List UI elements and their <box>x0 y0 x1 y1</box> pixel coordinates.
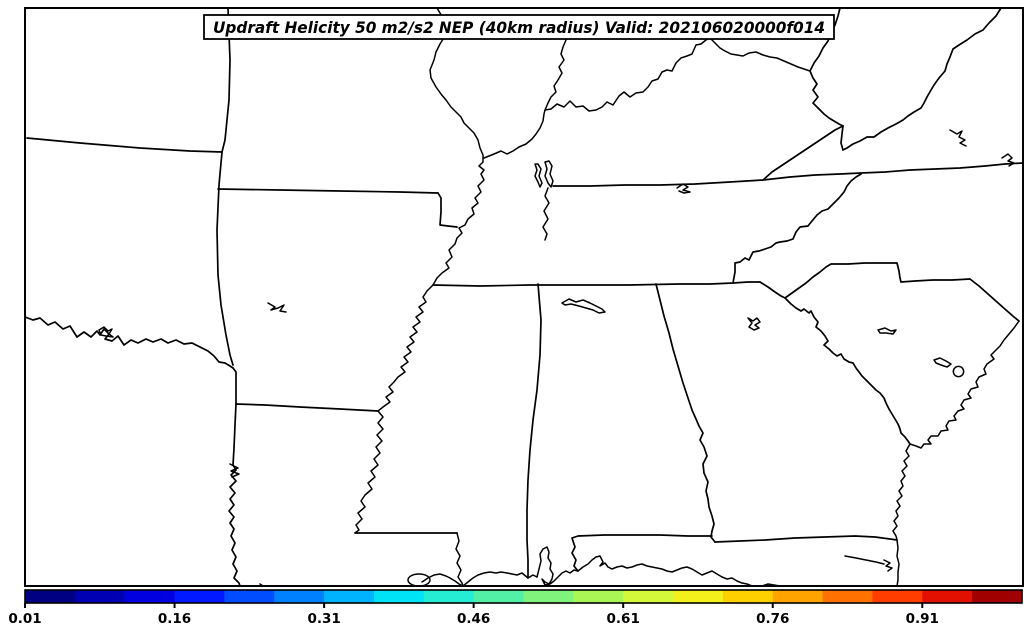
boone-lake <box>1001 153 1015 167</box>
border-chattooga-georgia-southcarolina <box>759 281 786 299</box>
apalachicola-coast-bit <box>761 583 781 587</box>
colorbar-segment <box>523 590 574 603</box>
colorbar-segment <box>324 590 375 603</box>
colorbar-segment <box>74 590 126 603</box>
mississippi-river-middle <box>377 284 434 412</box>
georgia-coast <box>892 443 911 541</box>
border-kentucky-virginia <box>762 125 844 181</box>
wheeler-lake <box>561 298 606 314</box>
mississippi-coast <box>462 571 538 587</box>
colorbar-segment <box>423 590 475 603</box>
colorbar-segment <box>224 590 275 603</box>
lake-moultrie <box>952 365 965 378</box>
colorbar-segment <box>872 590 923 603</box>
colorbar-segment <box>473 590 525 603</box>
colorbar-tick-label: 0.31 <box>307 611 340 627</box>
colorbar-tick-label: 0.46 <box>457 611 490 627</box>
florida-panhandle-coast <box>577 555 753 587</box>
kentucky-lake <box>534 163 543 188</box>
colorbar-tick-label: 0.61 <box>607 611 640 627</box>
border-kansas-oklahoma <box>26 137 223 153</box>
lake-texoma <box>98 326 114 338</box>
colorbar-segment <box>673 590 724 603</box>
lake-dardanelle <box>267 302 287 313</box>
border-savannah-river <box>784 297 911 445</box>
border-missouri-arkansas-west <box>216 7 234 366</box>
colorbar-segment <box>124 590 176 603</box>
colorbar-segment <box>822 590 874 603</box>
colorbar-segment <box>722 590 774 603</box>
colorbar-segments <box>25 590 1023 603</box>
border-georgia-florida <box>714 535 898 543</box>
border-mississippi-alabama <box>526 283 542 579</box>
colorbar-ticks: 0.01 0.16 0.31 0.46 0.61 0.76 0.91 <box>8 603 939 627</box>
lake-lanier <box>747 317 761 331</box>
mississippi-river-lower <box>354 410 384 534</box>
title-box <box>203 14 835 40</box>
colorbar-border <box>24 589 1023 604</box>
tennessee-river-tail <box>542 187 550 241</box>
border-alabama-florida <box>571 534 713 572</box>
lake-marion <box>933 357 952 368</box>
coastline <box>259 320 1020 587</box>
colorbar-segment <box>274 590 325 603</box>
state-boundaries <box>24 7 1024 587</box>
colorbar-segment <box>972 590 1023 603</box>
south-holston-lake <box>949 129 967 147</box>
pearl-river <box>455 532 464 587</box>
colorbar-segment <box>25 590 76 603</box>
okefenokee-river-squiggle <box>844 555 893 572</box>
map-frame <box>24 7 1024 587</box>
colorbar-segment <box>922 590 973 603</box>
border-red-river-texas-oklahoma <box>24 316 234 369</box>
wabash-river <box>544 39 567 111</box>
border-northcarolina-southcarolina <box>784 262 1020 322</box>
border-bigsandy-westvirginia <box>809 7 841 72</box>
mobile-bay <box>536 546 579 586</box>
kentucky-tennessee-lake-icon <box>676 183 691 194</box>
mississippi-river-upper <box>429 7 485 286</box>
border-westvirginia-virginia <box>840 7 1002 151</box>
lake-pontchartrain <box>407 573 431 587</box>
colorbar-segment <box>174 590 225 603</box>
colorbar-segment <box>373 590 425 603</box>
colorbar-segment <box>772 590 824 603</box>
colorbar-segment <box>573 590 624 603</box>
colorbar-tick-label: 0.16 <box>158 611 191 627</box>
ohio-river <box>483 37 811 159</box>
title: Updraft Helicity 50 m2/s2 NEP (40km radi… <box>203 14 835 40</box>
colorbar-tick-label: 0.76 <box>756 611 789 627</box>
sabine-mouth <box>259 583 264 587</box>
border-tennessee-south <box>432 281 761 287</box>
border-missouri-arkansas <box>217 188 439 194</box>
louisiana-coast <box>421 573 464 587</box>
border-arkansas-louisiana <box>235 403 379 412</box>
rivers <box>229 7 811 587</box>
lakes <box>98 129 1015 378</box>
border-alabama-georgia <box>655 283 716 543</box>
southcarolina-coast <box>909 320 1020 449</box>
border-kentucky-tennessee-virginia <box>552 162 1024 187</box>
colorbar-tick-label: 0.01 <box>8 611 41 627</box>
border-northcarolina-tennessee <box>732 173 862 284</box>
border-kentucky-westvirginia <box>809 70 844 127</box>
lake-barkley <box>544 160 554 188</box>
lake-murray <box>877 327 897 335</box>
colorbar-tick-label: 0.91 <box>906 611 939 627</box>
toledo-bend-reservoir <box>229 463 240 478</box>
florida-atlantic-coast-tail <box>896 539 900 587</box>
colorbar: 0.01 0.16 0.31 0.46 0.61 0.76 0.91 <box>8 589 1023 627</box>
colorbar-segment <box>623 590 674 603</box>
figure-title: Updraft Helicity 50 m2/s2 NEP (40km radi… <box>213 18 825 37</box>
border-texas-louisiana-sabine <box>228 367 241 587</box>
border-missouri-bootheel <box>437 192 458 228</box>
